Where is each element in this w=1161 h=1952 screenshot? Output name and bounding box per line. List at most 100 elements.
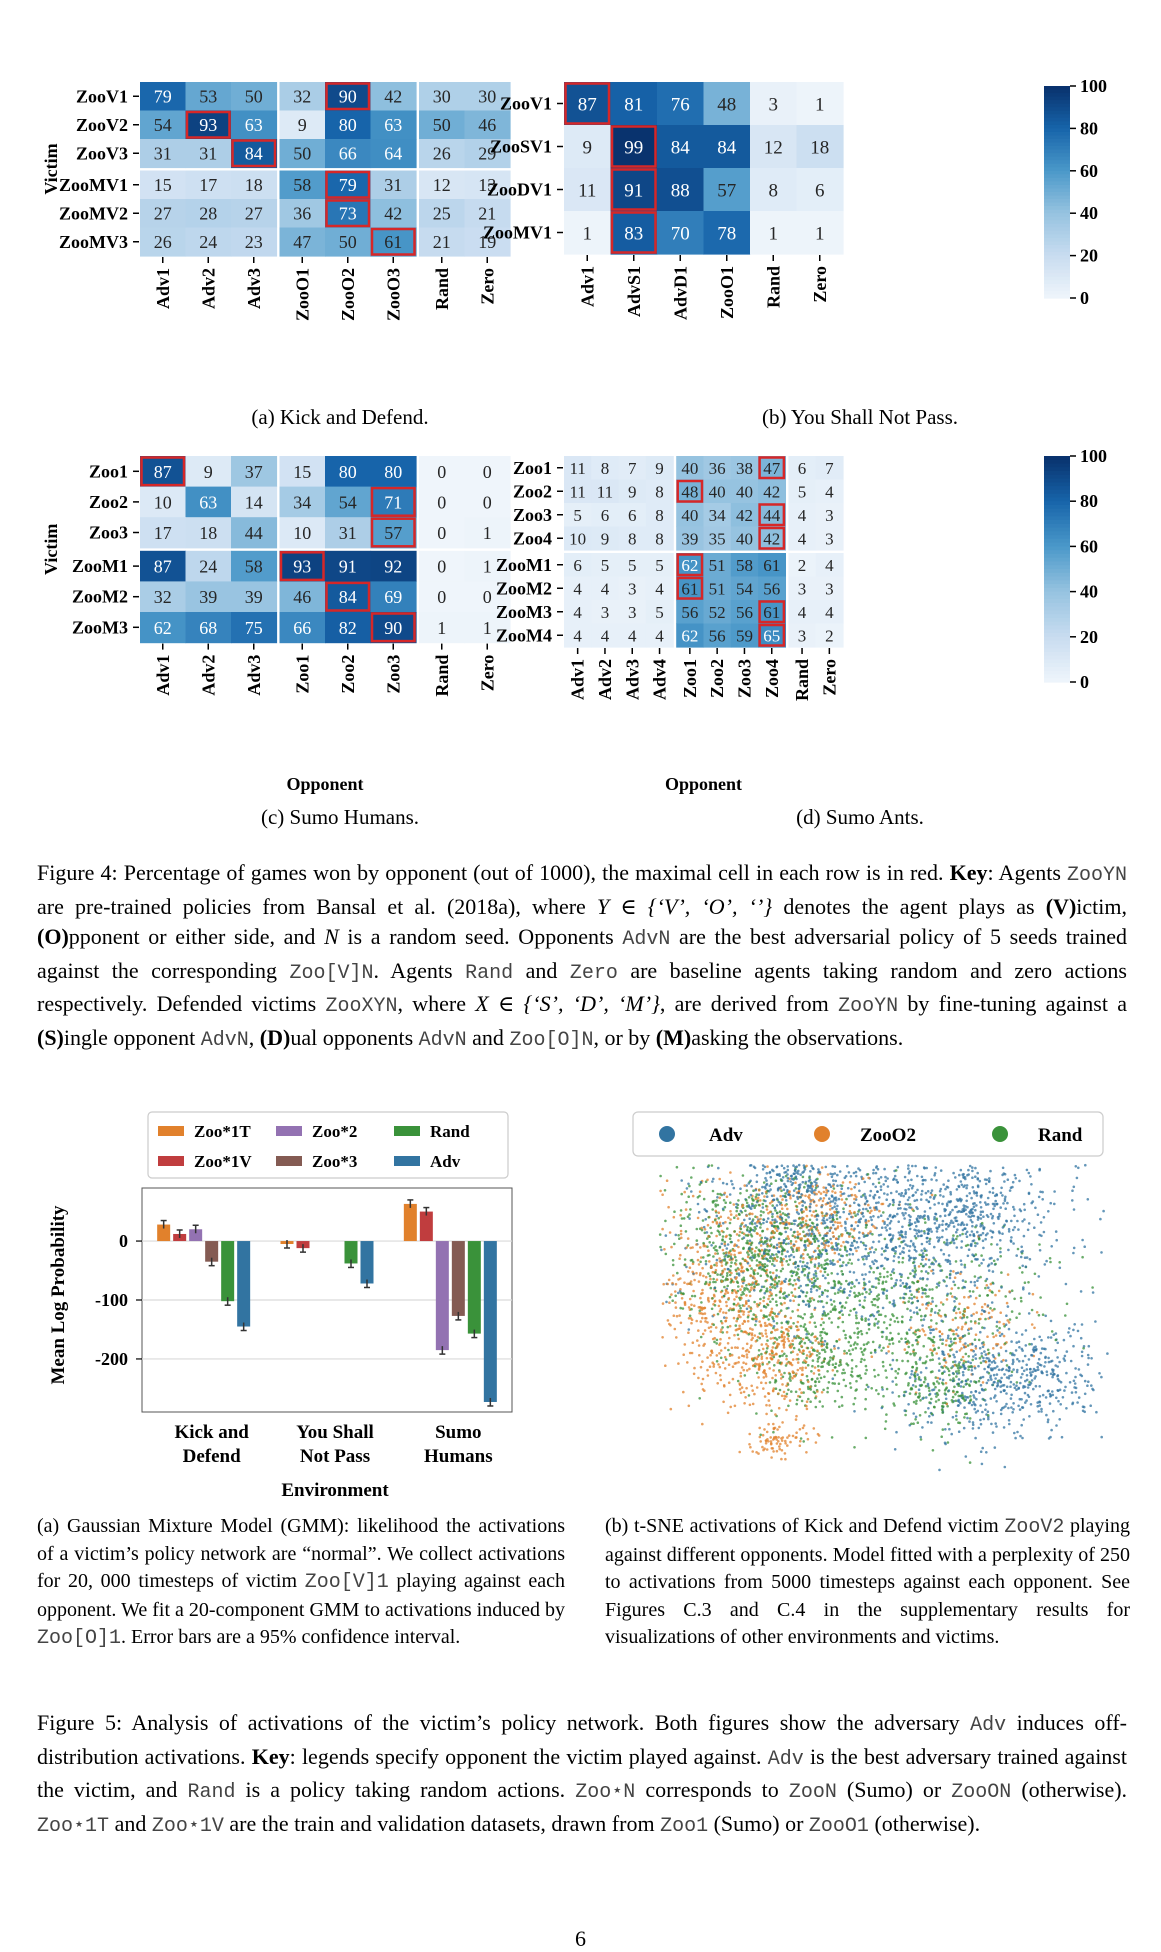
colorbar-tick: 100	[1080, 446, 1107, 466]
heatmap-cell-value: 84	[717, 137, 737, 158]
subcaption-c: (c) Sumo Humans.	[140, 805, 540, 830]
heatmap-cell-value: 42	[384, 204, 402, 224]
figure-5a-caption: (a) Gaussian Mixture Model (GMM): likeli…	[37, 1513, 565, 1653]
heatmap-cell-value: 18	[199, 523, 217, 543]
heatmap-cell-value: 24	[199, 232, 217, 252]
figure-4-caption: Figure 4: Percentage of games won by opp…	[37, 858, 1127, 1056]
heatmap-cell-value: 54	[154, 115, 172, 135]
column-label: Adv1	[577, 266, 597, 307]
heatmap-cell-value: 93	[293, 557, 311, 577]
heatmap-cell-value: 56	[709, 626, 726, 645]
row-label: ZooMV1	[59, 175, 128, 195]
column-label: Adv2	[198, 268, 218, 309]
subcaption-b: (b) You Shall Not Pass.	[660, 405, 1060, 430]
heatmap-cell-value: 2	[798, 556, 807, 575]
legend-label: Zoo*3	[312, 1152, 357, 1171]
subcaption-a: (a) Kick and Defend.	[140, 405, 540, 430]
heatmap-cell-value: 61	[763, 556, 780, 575]
heatmap-cell-value: 58	[736, 556, 753, 575]
x-axis-label: Environment	[281, 1480, 389, 1501]
heatmap-cell-value: 68	[199, 618, 217, 638]
heatmap-cell-value: 51	[709, 579, 726, 598]
heatmap-cell-value: 14	[245, 492, 263, 512]
heatmap-cell-value: 87	[578, 94, 597, 115]
heatmap-cell-value: 47	[293, 232, 311, 252]
heatmap-cell-value: 70	[671, 223, 690, 244]
heatmap-cell-value: 75	[245, 618, 263, 638]
heatmap-cell-value: 56	[681, 603, 698, 622]
heatmap-cell-value: 34	[709, 506, 727, 525]
column-label: Adv3	[622, 659, 642, 700]
heatmap-cell-value: 6	[573, 556, 582, 575]
legend-swatch	[394, 1156, 420, 1166]
heatmap-cell-value: 9	[601, 529, 610, 548]
row-label: ZooSV1	[490, 137, 552, 157]
heatmap-cell-value: 38	[736, 459, 753, 478]
row-label: Zoo1	[89, 461, 128, 481]
row-label: Zoo3	[513, 505, 552, 525]
column-label: Zero	[477, 268, 497, 305]
heatmap-cell-value: 5	[601, 556, 610, 575]
heatmap-cell-value: 46	[478, 115, 496, 135]
column-label: AdvS1	[624, 266, 644, 317]
heatmap-cell-value: 48	[717, 94, 736, 115]
x-tick-label: Defend	[183, 1446, 241, 1467]
row-label: ZooM2	[496, 578, 552, 598]
heatmap-cell-value: 8	[769, 180, 779, 201]
legend-swatch	[276, 1126, 302, 1136]
heatmap-cell-value: 11	[597, 482, 613, 501]
column-label: Rand	[792, 659, 812, 701]
heatmap-cell-value: 80	[384, 462, 402, 482]
legend-swatch	[158, 1156, 184, 1166]
heatmap-cell-value: 3	[601, 603, 610, 622]
y-axis-label: Victim	[41, 524, 61, 575]
heatmap-cell-value: 90	[384, 618, 402, 638]
heatmap-cell-value: 52	[709, 603, 726, 622]
heatmap-cell-value: 23	[245, 232, 263, 252]
heatmap-cell-value: 61	[763, 603, 780, 622]
row-label: Zoo3	[89, 523, 128, 543]
heatmap-cell-value: 15	[293, 462, 311, 482]
heatmap-cell-value: 3	[628, 603, 637, 622]
heatmap-cell-value: 0	[437, 462, 446, 482]
heatmap-cell-value: 7	[825, 459, 834, 478]
heatmap-cell-value: 4	[798, 506, 807, 525]
heatmap-cell-value: 32	[293, 87, 311, 107]
heatmap-cell-value: 59	[736, 626, 753, 645]
heatmap-cell-value: 58	[293, 175, 311, 195]
colorbar-tick: 20	[1080, 246, 1098, 266]
legend-label: ZooO2	[860, 1125, 916, 1146]
row-label: ZooMV1	[483, 223, 552, 243]
heatmap-cell-value: 73	[339, 204, 357, 224]
figure-5-caption: Figure 5: Analysis of activations of the…	[37, 1708, 1127, 1842]
heatmap-cell-value: 3	[825, 579, 834, 598]
heatmap-cell-value: 1	[483, 523, 492, 543]
heatmap-cell-value: 5	[798, 482, 807, 501]
heatmap-cell-value: 34	[293, 492, 311, 512]
column-label: Adv1	[153, 268, 173, 309]
heatmap-cell-value: 1	[483, 557, 492, 577]
heatmap-cell-value: 61	[384, 232, 402, 252]
heatmap-cell-value: 62	[681, 556, 698, 575]
x-axis-label: Opponent	[665, 774, 742, 794]
legend-label: Zoo*1V	[194, 1152, 252, 1171]
legend-swatch	[158, 1126, 184, 1136]
heatmap-cell-value: 1	[583, 223, 593, 244]
heatmap-cell-value: 42	[763, 529, 780, 548]
heatmap-cell-value: 51	[709, 556, 726, 575]
heatmap-cell-value: 99	[624, 137, 643, 158]
heatmap-cell-value: 27	[154, 204, 172, 224]
column-label: Zoo3	[383, 655, 403, 694]
y-tick-label: 0	[119, 1231, 128, 1251]
heatmap-cell-value: 42	[763, 482, 780, 501]
heatmap-cell-value: 4	[655, 579, 664, 598]
column-label: Adv4	[650, 659, 670, 700]
colorbar-tick: 100	[1080, 76, 1107, 96]
x-tick-label: You Shall	[296, 1422, 374, 1443]
heatmap-cell-value: 48	[681, 482, 698, 501]
heatmap-cell-value: 3	[798, 579, 807, 598]
heatmap-cell-value: 40	[736, 482, 753, 501]
heatmap-cell-value: 79	[339, 175, 357, 195]
y-axis-label: Victim	[41, 143, 61, 194]
